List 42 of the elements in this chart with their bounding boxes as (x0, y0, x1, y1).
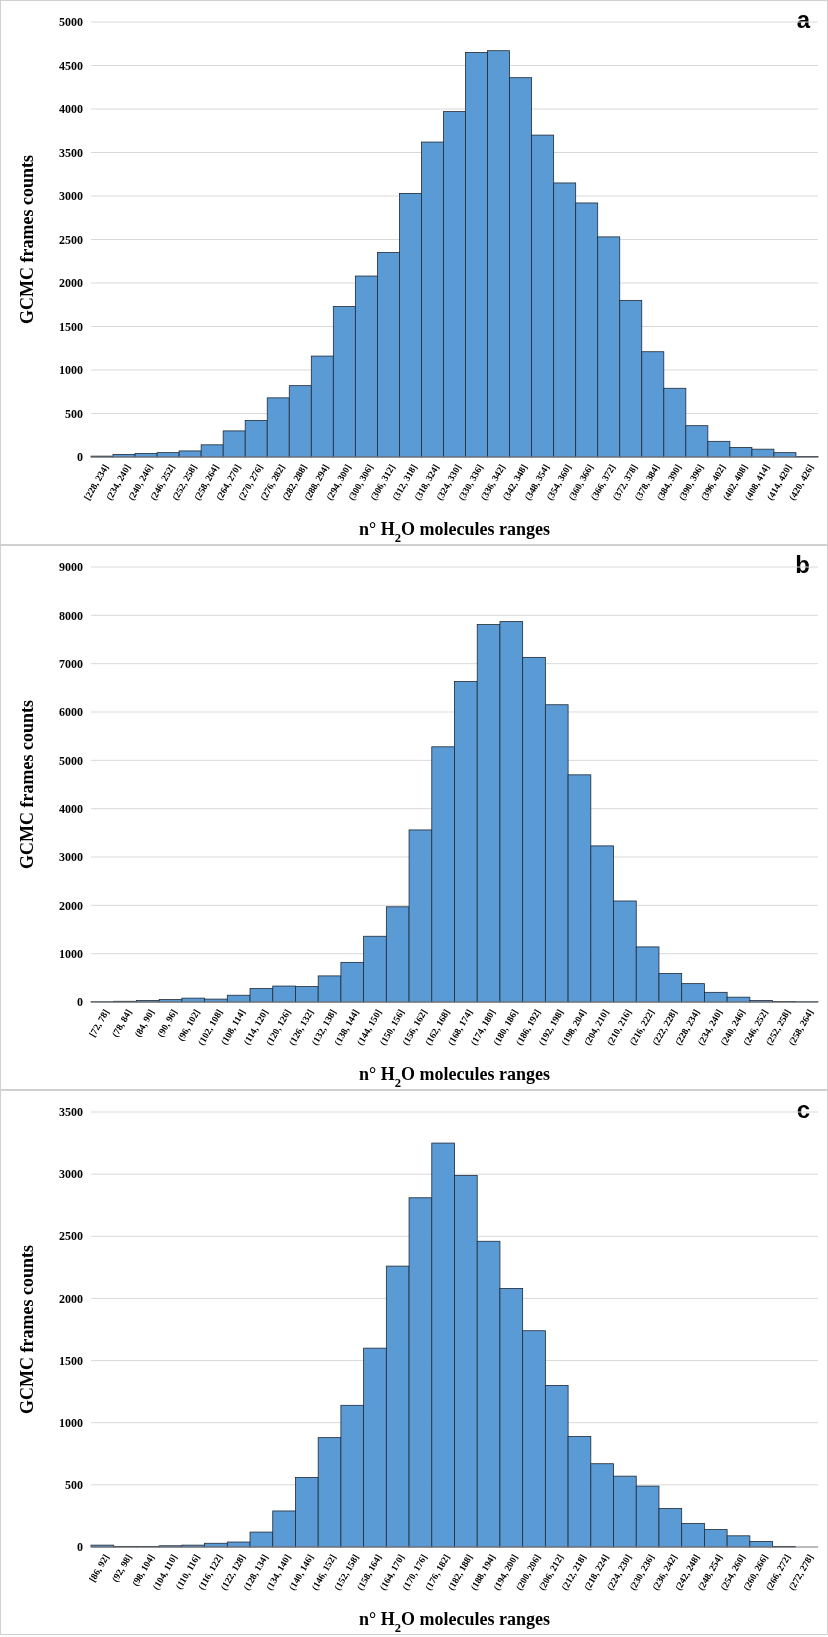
y-tick-label: 1500 (59, 319, 83, 334)
x-tick-label: (78, 84] (109, 1007, 135, 1040)
y-tick-label: 2500 (59, 1229, 83, 1244)
y-tick-label: 1000 (59, 946, 83, 961)
x-axis-title: n° H$_{2}$O molecules ranges (359, 1064, 550, 1090)
y-tick-label: 500 (65, 406, 83, 421)
y-tick-label: 5000 (59, 753, 83, 768)
y-tick-label: 1000 (59, 1415, 83, 1430)
y-axis-title: GCMC frames counts (17, 1245, 37, 1414)
y-tick-label: 0 (77, 1540, 83, 1555)
y-tick-label: 3500 (59, 145, 83, 160)
x-axis-title: n° H$_{2}$O molecules ranges (359, 1609, 550, 1635)
y-tick-label: 4000 (59, 801, 83, 816)
y-tick-label: 500 (65, 1478, 83, 1493)
y-tick-label: 7000 (59, 656, 83, 671)
y-tick-label: 4500 (59, 58, 83, 73)
y-tick-label: 8000 (59, 608, 83, 623)
y-tick-label: 3500 (59, 1105, 83, 1120)
y-tick-label: 9000 (59, 560, 83, 575)
x-tick-label: (84, 90] (132, 1007, 158, 1040)
annotation: a (796, 6, 811, 33)
y-tick-label: 5000 (59, 15, 83, 30)
y-axis-title: GCMC frames counts (17, 700, 37, 869)
y-tick-label: 1000 (59, 363, 83, 378)
y-tick-label: 3000 (59, 850, 83, 865)
y-tick-label: 1500 (59, 1353, 83, 1368)
x-tick-label: [72, 78] (87, 1007, 111, 1039)
x-axis-title: n° H$_{2}$O molecules ranges (359, 519, 550, 545)
y-tick-label: 2000 (59, 276, 83, 291)
y-tick-label: 2500 (59, 232, 83, 247)
annotation: c (796, 1096, 810, 1123)
annotation: b (795, 551, 810, 578)
y-tick-label: 2000 (59, 1291, 83, 1306)
y-tick-label: 3000 (59, 1167, 83, 1182)
y-tick-label: 6000 (59, 705, 83, 720)
y-tick-label: 0 (77, 995, 83, 1010)
y-tick-label: 3000 (59, 189, 83, 204)
y-tick-label: 2000 (59, 898, 83, 913)
y-tick-label: 0 (77, 450, 83, 465)
y-tick-label: 4000 (59, 102, 83, 117)
x-tick-label: [86, 92] (87, 1552, 111, 1584)
y-axis-title: GCMC frames counts (17, 155, 37, 324)
